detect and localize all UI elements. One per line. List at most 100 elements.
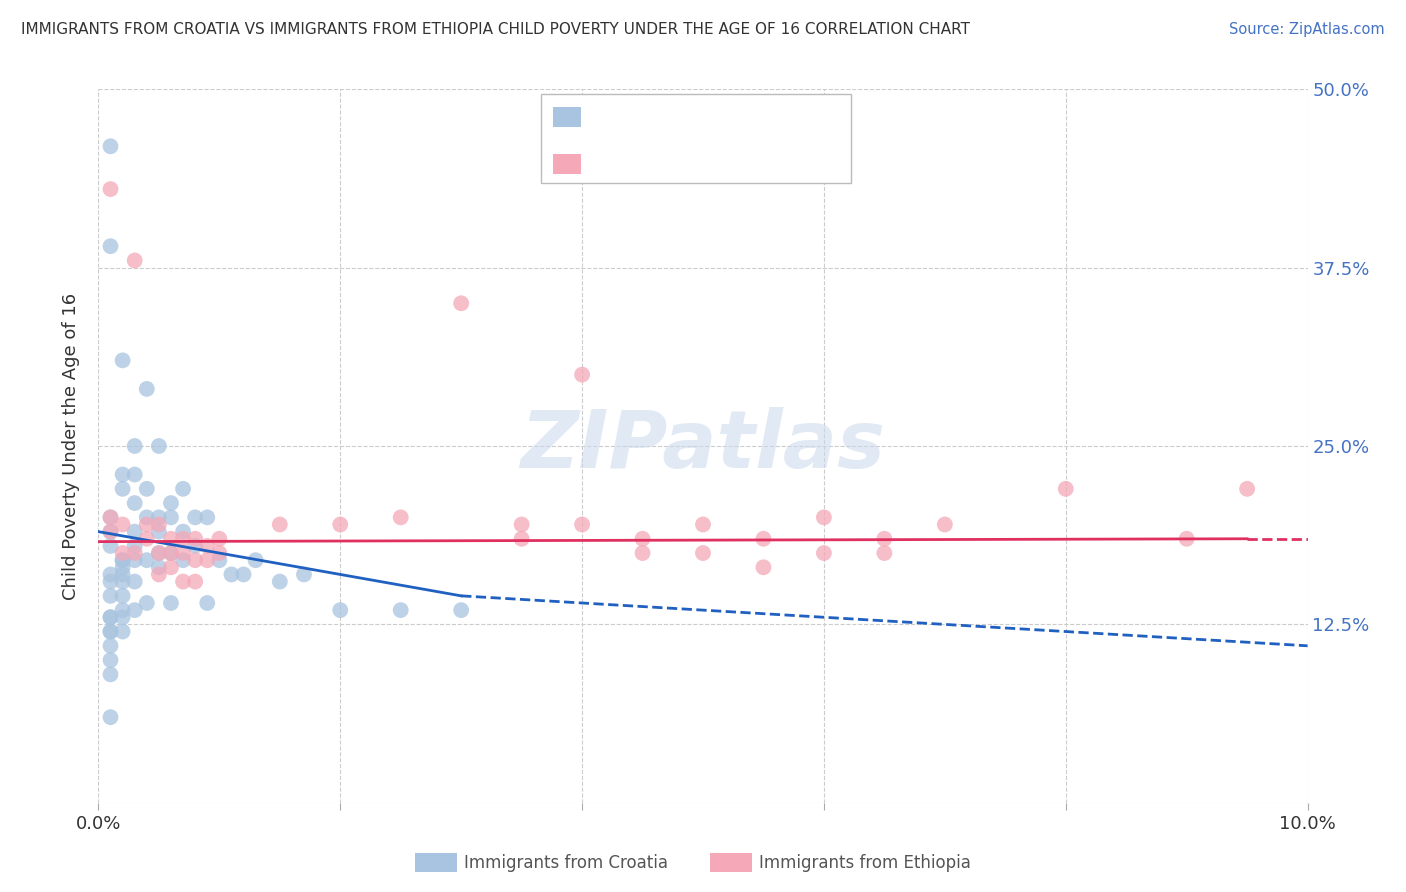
Point xyxy=(389,603,412,617)
Point xyxy=(100,610,122,624)
Text: 66: 66 xyxy=(728,107,751,125)
Text: N =: N = xyxy=(693,154,730,172)
Point xyxy=(1054,482,1077,496)
Point xyxy=(450,603,472,617)
Point xyxy=(172,524,194,539)
Point xyxy=(195,539,218,553)
Point xyxy=(148,546,170,560)
Point xyxy=(100,610,122,624)
Text: R =: R = xyxy=(588,107,624,125)
Point xyxy=(135,517,157,532)
Text: Source: ZipAtlas.com: Source: ZipAtlas.com xyxy=(1229,22,1385,37)
Point xyxy=(172,532,194,546)
Point xyxy=(124,467,146,482)
Point xyxy=(160,560,183,574)
Point xyxy=(172,482,194,496)
Point xyxy=(873,546,896,560)
Point xyxy=(100,710,122,724)
Point xyxy=(184,532,207,546)
Point xyxy=(172,553,194,567)
Point xyxy=(111,353,134,368)
Point xyxy=(124,603,146,617)
Point xyxy=(221,567,243,582)
Point xyxy=(208,546,231,560)
Point xyxy=(450,296,472,310)
Text: IMMIGRANTS FROM CROATIA VS IMMIGRANTS FROM ETHIOPIA CHILD POVERTY UNDER THE AGE : IMMIGRANTS FROM CROATIA VS IMMIGRANTS FR… xyxy=(21,22,970,37)
Text: 47: 47 xyxy=(728,154,752,172)
Point xyxy=(873,532,896,546)
Point xyxy=(631,532,654,546)
Text: -0.066: -0.066 xyxy=(630,107,689,125)
Text: 0.012: 0.012 xyxy=(630,154,695,172)
Point xyxy=(571,368,593,382)
Point xyxy=(692,546,714,560)
Point xyxy=(813,510,835,524)
Point xyxy=(111,553,134,567)
Point xyxy=(692,517,714,532)
Point xyxy=(208,532,231,546)
Point xyxy=(160,510,183,524)
Point xyxy=(124,496,146,510)
Point xyxy=(111,589,134,603)
Point xyxy=(571,517,593,532)
Point xyxy=(135,553,157,567)
Point xyxy=(160,532,183,546)
Point xyxy=(100,624,122,639)
Point xyxy=(111,567,134,582)
Point xyxy=(1236,482,1258,496)
Point xyxy=(111,553,134,567)
Point xyxy=(135,382,157,396)
Point xyxy=(329,603,352,617)
Point xyxy=(100,653,122,667)
Point xyxy=(245,553,267,567)
Point xyxy=(111,546,134,560)
Point xyxy=(100,239,122,253)
Point xyxy=(269,574,291,589)
Point xyxy=(124,524,146,539)
Point xyxy=(631,546,654,560)
Point xyxy=(135,596,157,610)
Point xyxy=(111,610,134,624)
Point xyxy=(184,539,207,553)
Point xyxy=(510,517,533,532)
Point xyxy=(1175,532,1198,546)
Point xyxy=(100,639,122,653)
Point xyxy=(124,546,146,560)
Text: R =: R = xyxy=(588,154,624,172)
Point xyxy=(100,524,122,539)
Text: Immigrants from Croatia: Immigrants from Croatia xyxy=(464,854,668,871)
Point xyxy=(184,553,207,567)
Text: ZIPatlas: ZIPatlas xyxy=(520,407,886,485)
Point xyxy=(100,539,122,553)
Point xyxy=(124,553,146,567)
Point xyxy=(111,624,134,639)
Point xyxy=(172,546,194,560)
Point xyxy=(752,560,775,574)
Point xyxy=(100,567,122,582)
Point xyxy=(752,532,775,546)
Point xyxy=(232,567,254,582)
Point xyxy=(100,510,122,524)
Text: N =: N = xyxy=(693,107,730,125)
Point xyxy=(100,182,122,196)
Text: Immigrants from Ethiopia: Immigrants from Ethiopia xyxy=(759,854,972,871)
Point xyxy=(148,517,170,532)
Point xyxy=(160,546,183,560)
Point xyxy=(124,439,146,453)
Point xyxy=(148,439,170,453)
Point xyxy=(389,510,412,524)
Point xyxy=(292,567,315,582)
Point xyxy=(111,517,134,532)
Point xyxy=(135,532,157,546)
Point xyxy=(148,510,170,524)
Point xyxy=(100,574,122,589)
Point xyxy=(100,510,122,524)
Point xyxy=(160,596,183,610)
Point xyxy=(148,560,170,574)
Point xyxy=(195,596,218,610)
Point xyxy=(160,496,183,510)
Point xyxy=(195,510,218,524)
Point xyxy=(111,482,134,496)
Point xyxy=(100,524,122,539)
Point xyxy=(934,517,956,532)
